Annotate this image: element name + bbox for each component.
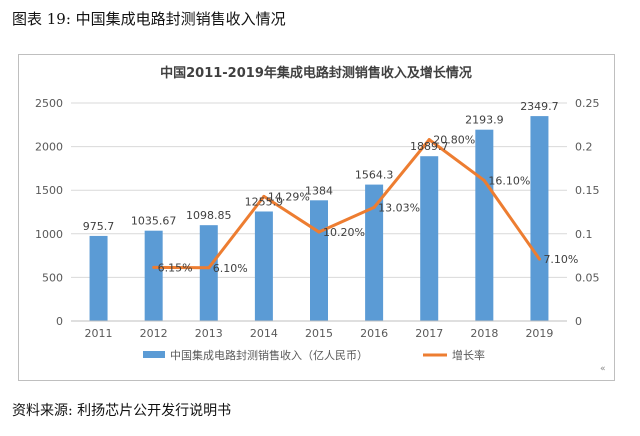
x-tick-label: 2018 [470, 327, 498, 340]
bar-value-label: 1384 [305, 184, 333, 197]
legend-label-growth: 增长率 [452, 348, 485, 362]
x-tick-label: 2013 [195, 327, 223, 340]
y-right-tick-label: 0.1 [575, 228, 593, 241]
figure-caption: 图表 19: 中国集成电路封测销售收入情况 [12, 10, 286, 28]
growth-rate-label: 10.20% [323, 226, 365, 239]
bar-value-label: 1255.9 [245, 195, 284, 208]
bar [365, 184, 384, 321]
legend-swatch-revenue [143, 351, 165, 358]
y-right-tick-label: 0.25 [575, 97, 600, 110]
growth-point [152, 265, 156, 269]
y-right-tick-label: 0.05 [575, 271, 600, 284]
bar-value-label: 975.7 [83, 220, 115, 233]
y-left-tick-label: 500 [42, 271, 63, 284]
x-tick-label: 2016 [360, 327, 388, 340]
x-tick-label: 2011 [85, 327, 113, 340]
y-left-tick-label: 2000 [35, 141, 63, 154]
bar-value-label: 1035.67 [131, 215, 177, 228]
chart-title: 中国2011-2019年集成电路封测销售收入及增长情况 [160, 65, 472, 81]
x-tick-label: 2015 [305, 327, 333, 340]
growth-rate-label: 13.03% [378, 201, 420, 214]
growth-rate-label: 20.80% [433, 134, 475, 147]
legend: 中国集成电路封测销售收入（亿人民币） 增长率 [143, 348, 485, 362]
source-note: 资料来源: 利扬芯片公开发行说明书 [12, 403, 232, 419]
growth-point [207, 266, 211, 270]
growth-point [262, 194, 266, 198]
bar [89, 235, 108, 321]
bar [254, 211, 273, 321]
chart-frame: 中国2011-2019年集成电路封测销售收入及增长情况 975.7 1035.67… [18, 54, 615, 381]
growth-point [372, 205, 376, 209]
axes: 0 500 1000 1500 2000 2500 0 0.05 0.1 0.15 0.2 0.25 2… [35, 97, 600, 340]
growth-rate-label: 7.10% [543, 253, 578, 266]
y-right-tick-label: 0 [575, 315, 582, 328]
bar [310, 200, 328, 321]
growth-rate-label: 16.10% [488, 175, 530, 188]
bar-value-label: 2349.7 [520, 100, 559, 113]
data-labels: 975.7 1035.67 1098.85 1255.9 1384 1564.3 1889.… [83, 100, 579, 275]
y-right-tick-label: 0.15 [575, 184, 600, 197]
growth-rate-label: 6.15% [158, 261, 193, 274]
bar-value-label: 1564.3 [355, 169, 394, 182]
bar [530, 116, 549, 321]
y-right-tick-label: 0.2 [575, 141, 593, 154]
growth-line [153, 138, 541, 270]
chart: 中国2011-2019年集成电路封测销售收入及增长情况 975.7 1035.67… [35, 65, 600, 362]
growth-point [427, 138, 431, 142]
growth-line-group [152, 138, 541, 270]
x-tick-label: 2019 [525, 327, 553, 340]
y-left-tick-label: 1500 [35, 184, 63, 197]
growth-point [537, 257, 541, 261]
corner-mark: « [600, 364, 606, 374]
growth-rate-label: 14.29% [268, 190, 310, 203]
x-tick-label: 2017 [415, 327, 443, 340]
growth-point [317, 230, 321, 234]
growth-point [482, 179, 486, 183]
y-left-tick-label: 1000 [35, 228, 63, 241]
x-tick-label: 2014 [250, 327, 278, 340]
bar-value-label: 1098.85 [186, 209, 232, 222]
bar-value-label: 2193.9 [465, 114, 504, 127]
y-left-tick-label: 0 [56, 315, 63, 328]
y-left-tick-label: 2500 [35, 97, 63, 110]
bar-value-label: 1889.7 [410, 140, 449, 153]
bar [199, 225, 218, 321]
bar [420, 156, 439, 321]
legend-label-revenue: 中国集成电路封测销售收入（亿人民币） [170, 348, 368, 362]
x-tick-label: 2012 [140, 327, 168, 340]
bar [475, 129, 494, 321]
growth-rate-label: 6.10% [213, 262, 248, 275]
bar [144, 230, 163, 321]
